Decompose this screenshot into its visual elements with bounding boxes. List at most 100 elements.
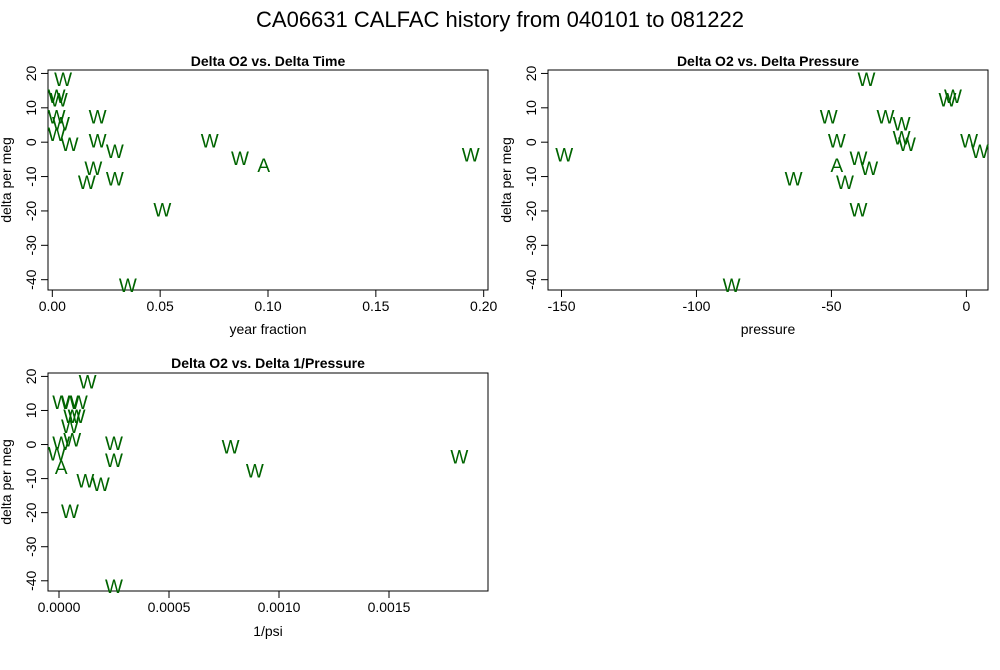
panel-inverse-pressure-point: W xyxy=(61,502,79,523)
panel-time-point: W xyxy=(84,159,102,180)
panel-time-ytick-label: 10 xyxy=(23,100,39,116)
panel-time-xtick-label: 0.00 xyxy=(39,298,66,314)
panel-inverse-pressure-point: W xyxy=(52,393,70,414)
panel-inverse-pressure-ticks: 0.0000 0.0005 0.0010 0.0015 -40 -30 -20 -10 0 10 2… xyxy=(23,368,411,615)
panel-pressure-point: W xyxy=(849,200,867,221)
panel-inverse-pressure-ylabel: delta per meg xyxy=(0,439,14,525)
panel-inverse-pressure-point: W xyxy=(70,393,88,414)
panel-time: Delta O2 vs. Delta Time 0.00 0.05 0.10 0.15… xyxy=(0,53,498,337)
panel-time-point: W xyxy=(78,173,96,194)
panel-inverse-pressure-point: W xyxy=(68,407,86,428)
panel-pressure-point: W xyxy=(836,173,854,194)
panel-inverse-pressure-point: W xyxy=(61,393,79,414)
panel-inverse-pressure-ytick-label: -10 xyxy=(23,468,39,488)
panel-pressure-point: W xyxy=(893,128,911,149)
panel-inverse-pressure-title: Delta O2 vs. Delta 1/Pressure xyxy=(171,355,365,371)
panel-pressure-ytick-label: -30 xyxy=(523,235,539,255)
panel-pressure-point: W xyxy=(944,87,962,108)
panel-inverse-pressure-plot-box xyxy=(47,372,489,592)
panel-inverse-pressure-point: W xyxy=(61,417,79,438)
panel-time-point: W xyxy=(231,149,249,170)
panel-time-point: W xyxy=(48,108,66,129)
panel-time-point: W xyxy=(89,108,107,129)
panel-inverse-pressure-point: W xyxy=(63,431,81,452)
panel-pressure-ylabel: delta per meg xyxy=(498,137,514,223)
panel-inverse-pressure-ytick-label: -30 xyxy=(23,536,39,556)
panel-pressure-xtick-label: -100 xyxy=(682,298,710,314)
panel-time-xtick-label: 0.05 xyxy=(147,298,174,314)
panel-pressure-point: W xyxy=(828,132,846,153)
panel-inverse-pressure-ytick-label: 20 xyxy=(23,368,39,384)
panel-time-ytick-label: -40 xyxy=(23,269,39,289)
panel-pressure-point: W xyxy=(893,115,911,136)
panel-pressure-point: A xyxy=(830,156,843,177)
panel-time-ylabel: delta per meg xyxy=(0,137,14,223)
panel-time-point: W xyxy=(119,276,137,297)
panel-time-point: W xyxy=(48,87,66,108)
panel-pressure-title: Delta O2 vs. Delta Pressure xyxy=(677,53,859,69)
panel-time-point: W xyxy=(106,142,124,163)
panel-inverse-pressure-xtick-label: 0.0005 xyxy=(148,599,191,615)
panel-inverse-pressure-point: W xyxy=(63,407,81,428)
panel-pressure-point: W xyxy=(898,135,916,156)
panel-time-point: W xyxy=(48,125,66,146)
panel-pressure-plot-box xyxy=(547,69,989,291)
panel-time-title: Delta O2 vs. Delta Time xyxy=(191,53,346,69)
panel-time-point: W xyxy=(201,132,219,153)
panel-inverse-pressure-ytick-label: -20 xyxy=(23,502,39,522)
panel-time-ytick-label: 20 xyxy=(23,65,39,81)
panel-pressure-point: W xyxy=(860,159,878,180)
panel-inverse-pressure-point: W xyxy=(52,434,70,455)
panel-pressure-ytick-label: -20 xyxy=(523,201,539,221)
panel-pressure-point: W xyxy=(723,276,741,297)
panel-inverse-pressure-point: W xyxy=(246,461,264,482)
panel-time-xlabel: year fraction xyxy=(229,321,306,337)
panel-inverse-pressure-xtick-label: 0.0015 xyxy=(368,599,411,615)
panel-inverse-pressure-point: W xyxy=(48,444,66,465)
panel-pressure: Delta O2 vs. Delta Pressure -150 -100 -50 0… xyxy=(498,53,989,337)
panel-pressure-xlabel: pressure xyxy=(741,321,796,337)
panel-time-xtick-label: 0.10 xyxy=(254,298,281,314)
panel-pressure-ytick-label: 20 xyxy=(523,65,539,81)
panel-inverse-pressure-point: W xyxy=(222,437,240,458)
panel-time-point: W xyxy=(61,135,79,156)
figure-title: CA06631 CALFAC history from 040101 to 08… xyxy=(256,7,744,32)
panel-pressure-ytick-label: -10 xyxy=(523,166,539,186)
panel-time-point: W xyxy=(106,170,124,191)
panel-pressure-point: W xyxy=(876,108,894,129)
panel-time-xtick-label: 0.15 xyxy=(362,298,389,314)
panel-pressure-ytick-label: 10 xyxy=(523,100,539,116)
panel-pressure-ytick-label: 0 xyxy=(523,138,539,146)
panel-time-ytick-label: 0 xyxy=(23,138,39,146)
panel-inverse-pressure: Delta O2 vs. Delta 1/Pressure 0.0000 0.00… xyxy=(0,355,489,639)
panel-pressure-point: W xyxy=(849,149,867,170)
panel-inverse-pressure-point: W xyxy=(105,434,123,455)
panel-time-point: W xyxy=(50,90,68,111)
panel-time-ticks: 0.00 0.05 0.10 0.15 0.20 -40 -30 -20 -10 0 10 20 xyxy=(23,65,498,314)
panel-pressure-ytick-label: -40 xyxy=(523,269,539,289)
panel-inverse-pressure-point: W xyxy=(105,577,123,598)
panel-inverse-pressure-xtick-label: 0.0000 xyxy=(38,599,81,615)
panel-time-point: W xyxy=(52,115,70,136)
panel-inverse-pressure-point: W xyxy=(105,451,123,472)
panel-inverse-pressure-point: W xyxy=(92,475,110,496)
panel-time-ytick-label: -10 xyxy=(23,166,39,186)
panel-time-point: W xyxy=(153,200,171,221)
panel-inverse-pressure-ytick-label: -40 xyxy=(23,570,39,590)
panel-inverse-pressure-point: W xyxy=(76,472,94,493)
panel-time-point: W xyxy=(462,145,480,166)
panel-inverse-pressure-ytick-label: 0 xyxy=(23,440,39,448)
panel-pressure-point: W xyxy=(555,145,573,166)
panel-time-ytick-label: -20 xyxy=(23,201,39,221)
panel-inverse-pressure-ytick-label: 10 xyxy=(23,402,39,418)
panel-pressure-xtick-label: -50 xyxy=(821,298,841,314)
panel-pressure-xtick-label: -150 xyxy=(547,298,575,314)
panel-inverse-pressure-point: W xyxy=(79,373,97,394)
panel-time-ytick-label: -30 xyxy=(23,235,39,255)
panel-inverse-pressure-xlabel: 1/psi xyxy=(253,623,283,639)
